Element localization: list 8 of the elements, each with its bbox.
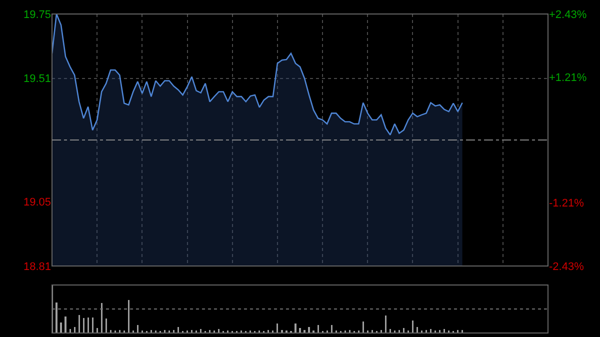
y-tick-label: 19.51 bbox=[23, 73, 51, 86]
y2-tick-label: +2.43% bbox=[549, 8, 587, 21]
y-tick-label: 19.75 bbox=[23, 8, 51, 21]
y2-tick-label: -1.21% bbox=[549, 198, 584, 210]
y2-tick-label: -2.43% bbox=[549, 260, 584, 273]
y-tick-label: 19.05 bbox=[23, 196, 51, 209]
y-tick-label: 18.81 bbox=[23, 260, 51, 273]
y2-tick-label: +1.21% bbox=[549, 72, 587, 84]
